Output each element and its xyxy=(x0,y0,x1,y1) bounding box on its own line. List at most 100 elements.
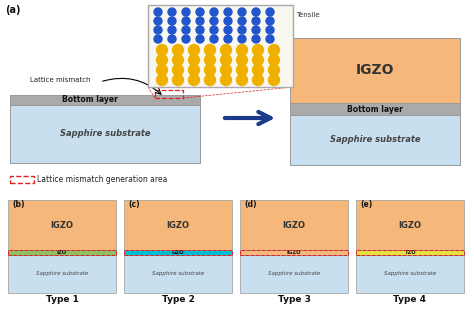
Circle shape xyxy=(252,35,260,43)
Text: IGZO: IGZO xyxy=(356,63,394,77)
Bar xyxy=(356,255,464,293)
Circle shape xyxy=(253,65,264,75)
Circle shape xyxy=(156,54,167,66)
Bar xyxy=(356,250,464,255)
Text: Bottom layer: Bottom layer xyxy=(347,104,403,113)
Text: Lattice mismatch: Lattice mismatch xyxy=(30,77,91,83)
Text: IGZO: IGZO xyxy=(399,221,421,230)
Circle shape xyxy=(156,44,167,56)
Circle shape xyxy=(210,8,218,16)
Circle shape xyxy=(204,65,216,75)
Text: IZO: IZO xyxy=(57,250,67,255)
Circle shape xyxy=(238,8,246,16)
Bar xyxy=(8,255,116,293)
Circle shape xyxy=(238,26,246,34)
Circle shape xyxy=(173,74,183,86)
Bar xyxy=(124,250,232,255)
Bar xyxy=(240,250,348,255)
Circle shape xyxy=(154,35,162,43)
Circle shape xyxy=(189,44,200,56)
Circle shape xyxy=(182,35,190,43)
Circle shape xyxy=(220,44,231,56)
Circle shape xyxy=(237,74,247,86)
Bar xyxy=(240,200,348,250)
Circle shape xyxy=(268,54,280,66)
Circle shape xyxy=(224,35,232,43)
Circle shape xyxy=(237,54,247,66)
Circle shape xyxy=(252,17,260,25)
Text: Bottom layer: Bottom layer xyxy=(62,95,118,104)
Circle shape xyxy=(182,17,190,25)
Circle shape xyxy=(173,54,183,66)
Text: IGZO: IGZO xyxy=(287,250,301,255)
Circle shape xyxy=(156,65,167,75)
Bar xyxy=(290,103,460,115)
Text: Sapphire substrate: Sapphire substrate xyxy=(36,272,88,277)
Text: Sapphire substrate: Sapphire substrate xyxy=(330,136,420,145)
Circle shape xyxy=(253,54,264,66)
Circle shape xyxy=(224,8,232,16)
Text: TZO: TZO xyxy=(404,250,416,255)
Circle shape xyxy=(210,26,218,34)
Bar xyxy=(10,95,200,105)
Text: (a): (a) xyxy=(5,5,20,15)
Circle shape xyxy=(238,35,246,43)
Circle shape xyxy=(189,54,200,66)
Circle shape xyxy=(204,44,216,56)
Circle shape xyxy=(173,65,183,75)
Circle shape xyxy=(238,17,246,25)
Text: Sapphire substrate: Sapphire substrate xyxy=(268,272,320,277)
Text: Sapphire substrate: Sapphire substrate xyxy=(152,272,204,277)
Circle shape xyxy=(154,26,162,34)
Circle shape xyxy=(224,17,232,25)
Bar xyxy=(10,105,200,163)
Circle shape xyxy=(210,17,218,25)
Bar xyxy=(290,38,460,103)
Text: Sapphire substrate: Sapphire substrate xyxy=(60,129,150,138)
Text: Sapphire substrate: Sapphire substrate xyxy=(384,272,436,277)
Text: GZO: GZO xyxy=(172,250,184,255)
Bar xyxy=(10,176,34,183)
Circle shape xyxy=(237,65,247,75)
Text: (c): (c) xyxy=(128,200,140,209)
Circle shape xyxy=(268,65,280,75)
Circle shape xyxy=(154,17,162,25)
Bar xyxy=(8,200,116,250)
Circle shape xyxy=(204,54,216,66)
Text: Lattice mismatch generation area: Lattice mismatch generation area xyxy=(37,175,167,184)
Bar xyxy=(356,200,464,250)
Circle shape xyxy=(173,44,183,56)
Circle shape xyxy=(252,26,260,34)
Circle shape xyxy=(220,54,231,66)
Circle shape xyxy=(253,74,264,86)
Bar xyxy=(155,90,183,98)
Bar xyxy=(240,255,348,293)
Circle shape xyxy=(168,26,176,34)
Bar xyxy=(356,250,464,255)
Circle shape xyxy=(168,35,176,43)
Circle shape xyxy=(266,35,274,43)
Circle shape xyxy=(266,26,274,34)
Circle shape xyxy=(196,26,204,34)
Circle shape xyxy=(189,74,200,86)
Circle shape xyxy=(196,17,204,25)
Circle shape xyxy=(182,26,190,34)
Circle shape xyxy=(168,8,176,16)
Bar xyxy=(8,250,116,255)
Circle shape xyxy=(196,8,204,16)
Circle shape xyxy=(210,35,218,43)
Text: Type 4: Type 4 xyxy=(393,295,427,304)
Text: IGZO: IGZO xyxy=(166,221,190,230)
Circle shape xyxy=(196,35,204,43)
Circle shape xyxy=(237,44,247,56)
Bar xyxy=(8,250,116,255)
Circle shape xyxy=(253,44,264,56)
Bar xyxy=(240,250,348,255)
Text: Tensile: Tensile xyxy=(296,12,319,18)
Bar xyxy=(124,200,232,250)
Text: Type 2: Type 2 xyxy=(162,295,194,304)
Text: (e): (e) xyxy=(360,200,372,209)
Bar xyxy=(290,115,460,165)
Circle shape xyxy=(266,8,274,16)
Bar xyxy=(124,250,232,255)
